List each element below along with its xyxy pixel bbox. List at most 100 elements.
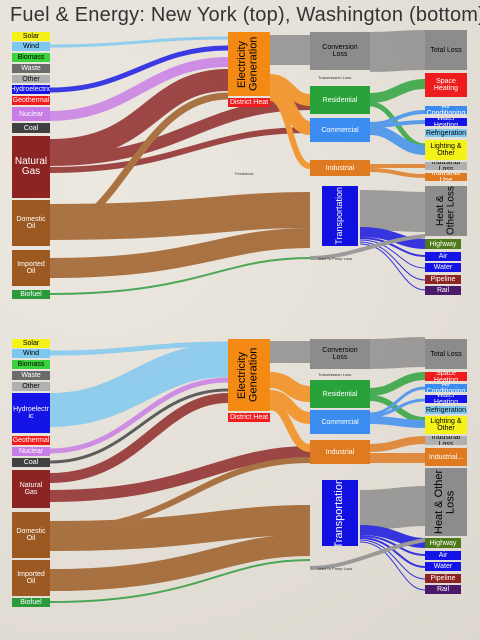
- node-ny-district-heat: District Heat: [228, 98, 270, 107]
- node-wa-solar: Solar: [12, 339, 50, 348]
- label-wa-transmission-loss: Transmission Loss: [318, 372, 352, 377]
- node-wa-geothermal: Geothermal: [12, 436, 50, 445]
- flow-wa-wtp: [309, 538, 426, 570]
- flow-ny-elec-industrial: [269, 95, 311, 169]
- node-ny-biofuel: Biofuel: [12, 290, 50, 299]
- flow-wa-trans-water: [359, 537, 426, 568]
- node-wa-waste: Waste: [12, 371, 50, 380]
- node-ny-rail: Rail: [425, 286, 461, 295]
- flow-wa-gas-industrial: [49, 446, 311, 502]
- node-wa-transportation: Transportation: [322, 480, 358, 546]
- node-ny-biomass: Biomass: [12, 53, 50, 62]
- node-ny-highway: Highway: [425, 239, 461, 249]
- node-wa-other: Other: [12, 382, 50, 391]
- page-title: Fuel & Energy: New York (top), Washingto…: [10, 4, 480, 26]
- flow-ny-gas-electricity: [49, 69, 229, 161]
- node-ny-coal: Coal: [12, 123, 50, 133]
- flow-ny-res-heating: [369, 79, 426, 103]
- flow-ny-elec-residential: [269, 74, 311, 106]
- flow-wa-hydro-electricity: [49, 343, 229, 427]
- flow-ny-com-water: [369, 120, 426, 128]
- node-wa-electricity-generation: Electricity Generation: [228, 339, 270, 411]
- flow-wa-com-water: [369, 398, 426, 418]
- flow-ny-trans-loss: [359, 190, 426, 232]
- node-ny-industrial-use: Industrial Use: [425, 173, 467, 181]
- label-wa-well-to-pump-loss: Well To Pump Loss: [318, 566, 353, 571]
- flow-ny-com-ac: [369, 110, 426, 126]
- flow-ny-imported-transport: [49, 228, 311, 278]
- flow-ny-wtp: [309, 234, 426, 260]
- node-ny-transportation: Transportation: [322, 186, 358, 246]
- label-ny-transmission-loss: Transmission Loss: [318, 75, 352, 80]
- flow-wa-wind-electricity: [49, 341, 229, 356]
- node-ny-nuclear: Nuclear: [12, 107, 50, 121]
- node-ny-water-heating: Water Heating: [425, 118, 467, 126]
- flow-wa-trans-loss: [359, 486, 426, 530]
- node-wa-biomass: Biomass: [12, 360, 50, 369]
- flow-ny-com-light: [369, 125, 426, 155]
- node-wa-pipeline: Pipeline: [425, 574, 461, 583]
- flow-wa-elec-industrial: [269, 402, 311, 452]
- node-wa-water-heating: Water Heating: [425, 395, 467, 403]
- flow-ny-trans-water: [359, 239, 426, 269]
- wa-transportation-label: Transportation: [333, 480, 346, 546]
- flow-ny-elec-commercial: [268, 83, 312, 135]
- flow-wa-oil-transport: [49, 505, 311, 551]
- node-ny-space-heating: Space Heating: [425, 73, 467, 97]
- node-wa-total-loss: Total Loss: [425, 339, 467, 369]
- node-ny-industrial: Industrial: [310, 160, 370, 176]
- label-ny-well-to-pump-loss: Well To Pump Loss: [318, 256, 353, 261]
- node-wa-commercial: Commercial: [310, 410, 370, 434]
- node-wa-biofuel: Biofuel: [12, 598, 50, 607]
- node-ny-conversion-loss: Conversion Loss: [310, 32, 370, 70]
- flow-ny-trans-highway: [359, 227, 426, 249]
- flow-wa-elec-residential: [269, 372, 311, 402]
- node-wa-highway: Highway: [425, 538, 461, 548]
- node-wa-rail: Rail: [425, 585, 461, 594]
- node-ny-heat-other-loss: Heat & Other Loss: [425, 186, 467, 236]
- flow-ny-conv-total: [369, 30, 426, 72]
- node-ny-water: Water: [425, 263, 461, 272]
- node-wa-domestic-oil: Domestic Oil: [12, 512, 50, 558]
- flow-wa-conv-total: [369, 337, 426, 369]
- flow-wa-trans-pipeline: [359, 539, 426, 580]
- flow-wa-coal-electricity: [49, 388, 229, 464]
- flow-ny-gas-commercial: [49, 127, 311, 173]
- flow-wa-biofuel: [49, 559, 311, 603]
- flow-ny-oil-electricity: [49, 92, 229, 234]
- node-wa-air-conditioning: Air Conditioning: [425, 384, 467, 392]
- node-wa-hydroelectric: Hydroelectr ic: [12, 393, 50, 433]
- node-wa-heat-other-loss: Heat & Other Loss: [425, 468, 467, 536]
- node-ny-total-loss: Total Loss: [425, 30, 467, 70]
- node-ny-lighting-other: Lighting & Other: [425, 140, 467, 160]
- ny-heat-other-loss-label: Heat & Other Loss: [434, 186, 457, 236]
- flow-wa-ind-loss: [369, 436, 426, 452]
- flow-wa-gas-electricity: [49, 393, 229, 483]
- flow-ny-biofuel: [49, 257, 311, 295]
- node-wa-space-heating: Space Heating: [425, 372, 467, 381]
- node-ny-electricity-generation: Electricity Generation: [228, 32, 270, 96]
- node-wa-industrial: Industrial: [310, 440, 370, 464]
- wa-heat-other-loss-label: Heat & Other Loss: [433, 469, 457, 535]
- node-ny-wind: Wind: [12, 42, 50, 51]
- flow-ny-trans-pipeline: [359, 241, 426, 281]
- node-ny-geothermal: Geothermal: [12, 96, 50, 105]
- flow-ny-hydro-electricity: [49, 45, 229, 93]
- node-wa-industrial-use: Industrial...: [425, 448, 467, 466]
- node-wa-water: Water: [425, 562, 461, 571]
- node-ny-air-conditioning: Air Conditioning: [425, 106, 467, 114]
- label-ny-feedstock: Feedstock: [235, 171, 254, 176]
- node-ny-other: Other: [12, 75, 50, 83]
- flow-wa-com-light: [369, 416, 426, 428]
- node-ny-natural-gas: Natural Gas: [12, 136, 50, 198]
- node-wa-natural-gas: Natural Gas: [12, 470, 50, 508]
- node-wa-coal: Coal: [12, 458, 50, 467]
- flow-wa-elec-commercial: [269, 390, 311, 424]
- node-ny-hydroelectric: Hydroelectric: [12, 85, 50, 94]
- node-ny-solar: Solar: [12, 32, 50, 41]
- node-wa-nuclear: Nuclear: [12, 447, 50, 456]
- ny-electricity-generation-label: Electricity Generation: [236, 36, 260, 92]
- flow-ny-wind-electricity: [49, 36, 229, 48]
- node-ny-refrigeration: Refrigeration: [425, 129, 467, 137]
